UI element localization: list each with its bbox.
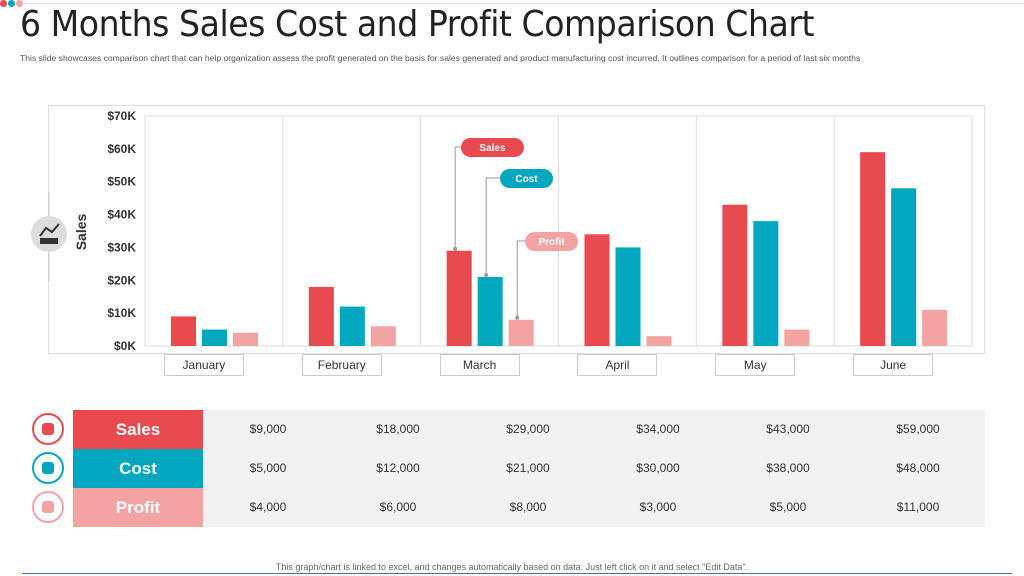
bar-cost-may xyxy=(753,221,779,346)
table-cell: $6,000 xyxy=(379,500,417,514)
x-tick-label: February xyxy=(301,354,382,376)
table-cell: $9,000 xyxy=(249,422,287,436)
decor-dot xyxy=(0,0,7,7)
bar-sales-june xyxy=(860,152,886,346)
y-tick-label: $40K xyxy=(107,208,136,222)
table-cell: $59,000 xyxy=(896,422,940,436)
callout-line xyxy=(454,146,461,249)
y-axis-label: Sales xyxy=(73,213,89,250)
bar-profit-april xyxy=(646,336,672,346)
decor-dot xyxy=(8,0,15,7)
table-row: Sales $9,000 $18,000 $29,000 $34,000 $43,000 $… xyxy=(73,410,985,449)
row-label: Profit xyxy=(73,488,203,527)
table-cell: $38,000 xyxy=(766,461,810,475)
bar-sales-february xyxy=(308,286,334,346)
bar-cost-april xyxy=(615,247,641,346)
bar-profit-january xyxy=(233,332,258,346)
x-tick-label: January xyxy=(163,354,244,376)
y-tick-label: $0K xyxy=(114,339,136,353)
table-cell: $12,000 xyxy=(376,461,420,475)
table-cell: $4,000 xyxy=(249,500,287,514)
bar-cost-march xyxy=(477,277,503,346)
decor-dot xyxy=(16,0,23,7)
table-row: Cost $5,000 $12,000 $21,000 $30,000 $38,000 $4… xyxy=(73,449,985,488)
callout-sales xyxy=(461,138,524,157)
table-cell: $29,000 xyxy=(506,422,550,436)
x-tick-label: May xyxy=(715,354,796,376)
bar-sales-april xyxy=(584,234,610,346)
bar-cost-january xyxy=(202,329,227,346)
page-title: 6 Months Sales Cost and Profit Compariso… xyxy=(20,4,815,45)
table-cell: $8,000 xyxy=(509,500,547,514)
row-label: Cost xyxy=(73,449,203,488)
x-tick-label: June xyxy=(853,354,934,376)
table-cell: $5,000 xyxy=(769,500,807,514)
y-tick-label: $70K xyxy=(107,109,136,123)
callout-dot xyxy=(515,315,520,320)
sales-person-chart-icon xyxy=(32,413,64,445)
table-cell: $18,000 xyxy=(376,422,420,436)
bar-chart[interactable]: $0K $10K $20K $30K $40K $50K $60K $70K Sales Sale… xyxy=(0,0,1024,400)
bar-profit-may xyxy=(784,329,810,346)
row-label: Sales xyxy=(73,410,203,449)
bottom-divider xyxy=(22,573,1012,574)
callout-profit xyxy=(525,232,578,251)
bar-profit-march xyxy=(508,319,534,346)
footer-note: This graph/chart is linked to excel, and… xyxy=(275,562,749,572)
sales-chart-icon-glyph xyxy=(39,223,60,237)
callout-line xyxy=(516,240,525,318)
y-tick-label: $60K xyxy=(107,142,136,156)
top-divider xyxy=(0,3,1024,4)
callout-label: Cost xyxy=(515,174,538,185)
bar-cost-february xyxy=(339,306,365,346)
bar-sales-march xyxy=(446,250,472,346)
cost-analysis-icon xyxy=(32,452,64,484)
callout-label: Profit xyxy=(538,237,565,248)
bar-sales-january xyxy=(171,316,196,346)
sales-chart-icon-glyph xyxy=(40,238,58,244)
callout-dot xyxy=(484,273,489,277)
bar-cost-june xyxy=(891,188,917,346)
page-subtitle: This slide showcases comparison chart th… xyxy=(20,53,861,63)
callout-label: Sales xyxy=(479,143,506,154)
x-tick-label: March xyxy=(439,354,520,376)
callout-line xyxy=(485,177,500,275)
table-cell: $11,000 xyxy=(896,500,940,514)
briefcase-money-icon xyxy=(32,491,64,523)
y-tick-label: $50K xyxy=(107,175,136,189)
table-cell: $43,000 xyxy=(766,422,810,436)
table-cell: $3,000 xyxy=(639,500,677,514)
table-cell: $30,000 xyxy=(636,461,680,475)
y-tick-label: $10K xyxy=(107,306,136,320)
sales-chart-icon xyxy=(31,216,67,252)
y-tick-label: $30K xyxy=(107,240,136,254)
callout-dot xyxy=(453,246,458,251)
y-tick-label: $20K xyxy=(107,273,136,287)
table-cell: $48,000 xyxy=(896,461,940,475)
x-tick-label: April xyxy=(577,354,658,376)
bar-profit-february xyxy=(370,326,396,346)
table-cell: $34,000 xyxy=(636,422,680,436)
table-cell: $5,000 xyxy=(249,461,287,475)
bar-sales-may xyxy=(722,204,748,346)
bar-profit-june xyxy=(922,309,948,346)
table-cell: $21,000 xyxy=(506,461,550,475)
table-row: Profit $4,000 $6,000 $8,000 $3,000 $5,000 $11,… xyxy=(73,488,985,527)
callout-cost xyxy=(500,169,553,188)
